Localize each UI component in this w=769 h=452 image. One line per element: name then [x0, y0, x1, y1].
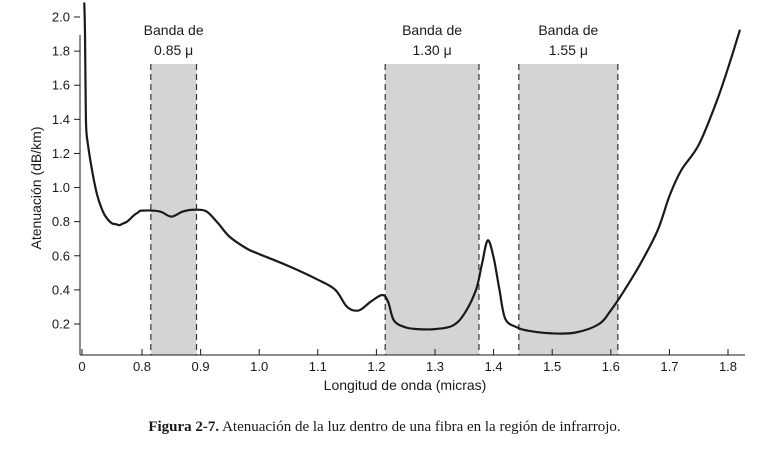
x-tick-label: 1.1: [309, 359, 327, 374]
band-1-label-line2: 1.30 μ: [412, 42, 451, 58]
band-1-rect: [385, 64, 479, 355]
band-0-label-line2: 0.85 μ: [154, 42, 193, 58]
x-tick-label: 0: [78, 359, 85, 374]
attenuation-chart: Banda de 0.85 μ Banda de 1.30 μ Banda de 1.55…: [28, 2, 745, 393]
y-tick-label: 1.0: [52, 180, 70, 195]
band-1-label-line1: Banda de: [402, 22, 462, 38]
band-2-label-line2: 1.55 μ: [549, 42, 588, 58]
x-tick-label: 0.8: [133, 359, 151, 374]
figure-caption: Figura 2-7. Atenuación de la luz dentro …: [0, 419, 769, 436]
y-tick-label: 0.2: [52, 317, 70, 332]
y-axis-label: Atenuación (dB/km): [28, 127, 44, 250]
y-tick-label: 1.8: [52, 44, 70, 59]
x-tick-label: 0.9: [192, 359, 210, 374]
band-2-rect: [518, 64, 618, 355]
y-tick-label: 0.8: [52, 214, 70, 229]
x-tick-label: 1.4: [485, 359, 503, 374]
band-2-label-line1: Banda de: [538, 22, 598, 38]
x-axis-label: Longitud de onda (micras): [324, 377, 487, 393]
x-tick-label: 1.3: [426, 359, 444, 374]
x-tick-label: 1.7: [660, 359, 678, 374]
x-tick-label: 1.0: [250, 359, 268, 374]
y-tick-label: 0.4: [52, 282, 70, 297]
y-tick-label: 2.0: [52, 10, 70, 25]
ticks-layer: 0.2 0.4 0.6 0.8 1.0 1.2 1.4 1.6 1.8 2.0 0 0.8 0.9 1.0…: [52, 10, 737, 375]
band-0-label-line1: Banda de: [144, 22, 204, 38]
x-tick-label: 1.5: [543, 359, 561, 374]
x-tick-label: 1.2: [367, 359, 385, 374]
figure-caption-text: Atenuación de la luz dentro de una fibra…: [222, 419, 621, 435]
y-tick-label: 1.4: [52, 112, 70, 127]
figure-caption-label: Figura 2-7.: [148, 419, 220, 435]
attenuation-curve: [83, 2, 741, 335]
y-tick-label: 1.6: [52, 78, 70, 93]
bands-layer: Banda de 0.85 μ Banda de 1.30 μ Banda de 1.55…: [144, 22, 619, 355]
x-tick-label: 1.8: [719, 359, 737, 374]
y-tick-label: 0.6: [52, 248, 70, 263]
y-tick-label: 1.2: [52, 146, 70, 161]
x-tick-label: 1.6: [602, 359, 620, 374]
